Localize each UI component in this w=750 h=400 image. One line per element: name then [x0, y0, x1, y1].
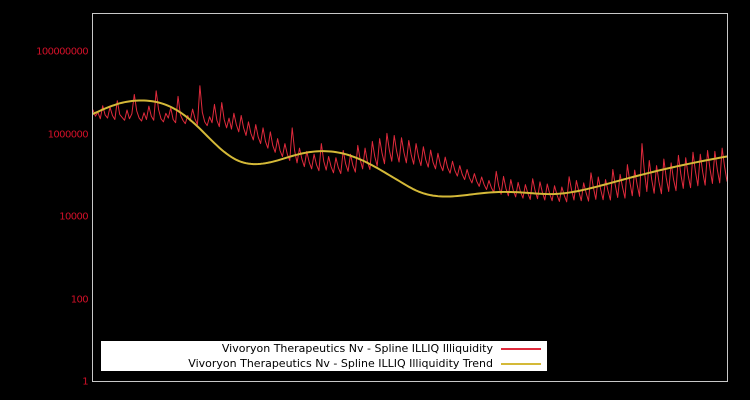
y-axis-tick-labels: 1 100 10000 1000000 100000000 — [0, 0, 88, 400]
legend-label-illiquidity: Vivoryon Therapeutics Nv - Spline ILLIQ … — [221, 342, 493, 355]
chart-legend: Vivoryon Therapeutics Nv - Spline ILLIQ … — [100, 340, 548, 372]
plot-area — [92, 13, 728, 382]
legend-item-illiquidity-trend: Vivoryon Therapeutics Nv - Spline ILLIQ … — [101, 356, 547, 371]
legend-swatch-illiquidity — [501, 347, 541, 350]
y-axis-tick-label: 100000000 — [36, 46, 88, 58]
legend-item-illiquidity: Vivoryon Therapeutics Nv - Spline ILLIQ … — [101, 341, 547, 356]
illiquidity-trend-line — [93, 99, 727, 198]
y-axis-tick-label: 1 — [82, 376, 88, 388]
plot-svg — [93, 85, 727, 203]
y-axis-tick-label: 100 — [70, 294, 89, 306]
legend-swatch-illiquidity-trend — [501, 362, 541, 365]
legend-label-illiquidity-trend: Vivoryon Therapeutics Nv - Spline ILLIQ … — [188, 357, 493, 370]
illiquidity-series-line — [93, 85, 727, 203]
y-axis-tick-label: 1000000 — [47, 129, 89, 141]
y-axis-tick-label: 10000 — [59, 211, 88, 223]
